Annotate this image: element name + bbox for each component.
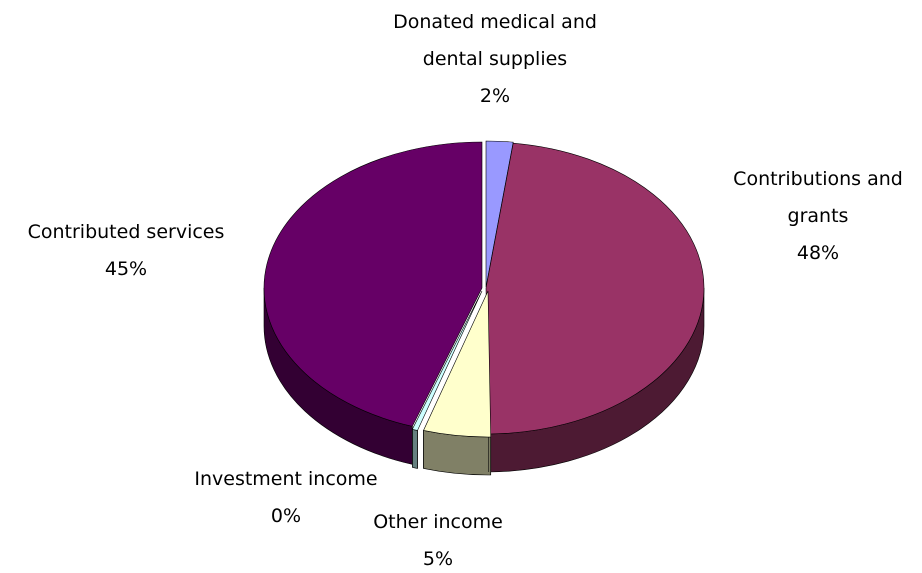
slice-label-contributions-grants: grants (788, 205, 849, 227)
slice-label-contributed-services: Contributed services (28, 221, 225, 243)
pie-sides (263, 287, 705, 476)
pie-slice-other-income (423, 290, 492, 438)
slice-percent-donated-supplies: 2% (480, 85, 510, 107)
slice-percent-contributions-grants: 48% (797, 242, 839, 264)
slice-label-contributions-grants: Contributions and (733, 168, 903, 190)
pie-slice-contributions-grants (485, 142, 705, 435)
pie-slice-contributed-services (263, 141, 483, 427)
pie-side-investment-income (412, 428, 418, 469)
pie-slice-investment-income (411, 290, 483, 431)
slice-percent-contributed-services: 45% (105, 258, 147, 280)
pie-tops (263, 140, 705, 438)
slice-label-other-income: Other income (373, 511, 503, 533)
slice-label-investment-income: Investment income (194, 468, 377, 490)
slice-percent-other-income: 5% (423, 548, 453, 570)
slice-label-donated-supplies: dental supplies (423, 48, 567, 70)
slice-percent-investment-income: 0% (271, 505, 301, 527)
pie-labels: Donated medical and dental supplies 2% Cont… (28, 11, 903, 570)
slice-label-donated-supplies: Donated medical and (393, 11, 597, 33)
